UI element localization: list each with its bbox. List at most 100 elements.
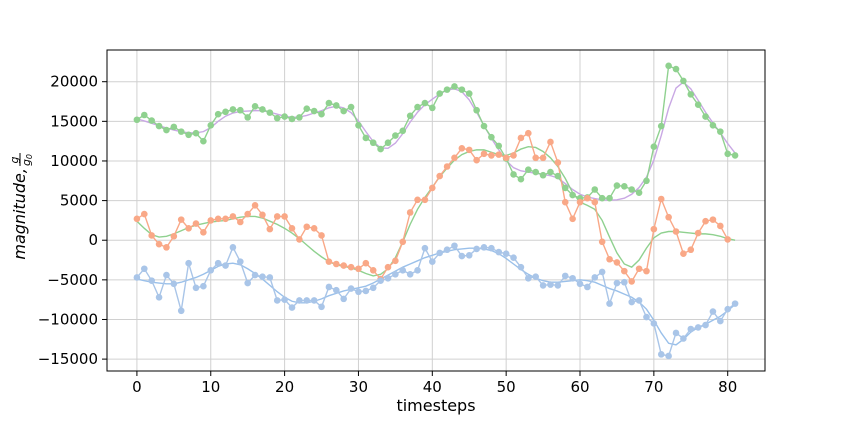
series-1-point [406, 209, 414, 216]
series-2-point [163, 271, 170, 279]
series-0-point [399, 127, 407, 135]
series-0-point [281, 113, 288, 120]
series-0-point [310, 107, 318, 115]
series-0-point [140, 111, 148, 119]
series-0-point [643, 177, 650, 185]
series-1-point [458, 144, 466, 152]
series-2-point [266, 274, 274, 281]
series-0-point [155, 122, 163, 130]
series-2-smooth-line [136, 247, 736, 346]
series-2-point [259, 273, 266, 280]
series-0-point [436, 90, 443, 97]
series-2-point [185, 259, 192, 267]
series-1-point [384, 263, 392, 271]
series-0-point [236, 106, 244, 114]
series-1-point [288, 225, 296, 232]
series-2-point [222, 262, 229, 269]
series-2-point [495, 248, 503, 256]
series-0-point [170, 123, 178, 131]
series-1-point [635, 265, 643, 273]
series-2-point [539, 282, 547, 289]
series-2-point [355, 288, 362, 296]
series-1-point [657, 195, 665, 203]
y-axis-label-denominator-sub: 0 [25, 154, 34, 159]
series-1-point [650, 225, 658, 233]
series-0-point [259, 106, 266, 113]
series-1-point [148, 232, 155, 239]
series-0-point [694, 101, 702, 108]
series-2-point [288, 304, 296, 311]
x-tick-label: 50 [497, 378, 516, 396]
series-2-point [406, 271, 414, 278]
series-0-point [192, 129, 200, 137]
series-1-point [133, 215, 141, 223]
x-axis-label: timesteps [396, 396, 475, 415]
series-0-point [517, 175, 525, 183]
series-2-point [650, 320, 658, 327]
series-2-point [598, 268, 606, 276]
series-0-point [561, 184, 569, 192]
series-1-point [355, 265, 362, 273]
series-2-point [333, 286, 340, 294]
series-0-point [702, 113, 709, 120]
series-1-point [303, 223, 311, 231]
series-0-point [613, 182, 621, 189]
series-1-point [259, 211, 266, 219]
series-1-point [392, 257, 399, 265]
series-2-point [517, 263, 525, 271]
series-0-point [177, 128, 185, 135]
series-2-point [554, 282, 562, 289]
series-1-point [236, 218, 244, 226]
series-2-point [717, 317, 724, 325]
series-2-point [672, 329, 680, 337]
series-1-point [436, 172, 443, 180]
series-2-point [532, 273, 539, 280]
series-0-point [421, 99, 429, 107]
y-tick-label: 5000 [60, 192, 98, 210]
y-tick-label: 10000 [50, 152, 98, 170]
series-1-point [229, 213, 237, 220]
series-0-point [495, 142, 503, 150]
series-0-point [665, 62, 672, 70]
series-0-point [591, 186, 599, 193]
series-1-point [724, 236, 732, 243]
y-tick-label: 20000 [50, 73, 98, 91]
series-0-line [136, 64, 736, 199]
series-1-point [665, 213, 672, 221]
series-1-point [561, 198, 569, 206]
series-0-point [539, 171, 547, 179]
series-2-point [384, 274, 392, 282]
series-1-point [192, 220, 200, 227]
series-0-point [229, 106, 237, 113]
series-0-point [325, 99, 333, 107]
series-2-point [303, 297, 311, 304]
y-axis-label-numerator: g [8, 156, 21, 163]
series-0-point [362, 134, 370, 142]
series-1-point [495, 151, 503, 158]
series-2-point [229, 244, 237, 251]
series-1-point [532, 154, 539, 162]
series-1-point [170, 232, 178, 240]
series-0-point [163, 126, 170, 134]
series-2-point [657, 351, 665, 358]
series-2-point [244, 279, 251, 287]
x-tick-label: 40 [423, 378, 442, 396]
series-1-point [399, 238, 407, 246]
series-2-point [281, 296, 288, 303]
series-2-point [694, 324, 702, 331]
series-2-point [547, 281, 554, 288]
series-2-point [465, 251, 473, 259]
series-0-point [222, 108, 229, 116]
series-1-point [340, 262, 347, 269]
series-1-point [554, 159, 562, 166]
x-tick-label: 70 [644, 378, 663, 396]
series-0-point [251, 102, 259, 110]
series-1-point [421, 196, 429, 204]
series-0-point [288, 115, 296, 123]
series-1-point [244, 210, 251, 218]
series-1-point [155, 240, 163, 248]
series-1-point [325, 258, 333, 265]
x-tick-label: 0 [132, 378, 142, 396]
series-2-point [473, 245, 480, 253]
